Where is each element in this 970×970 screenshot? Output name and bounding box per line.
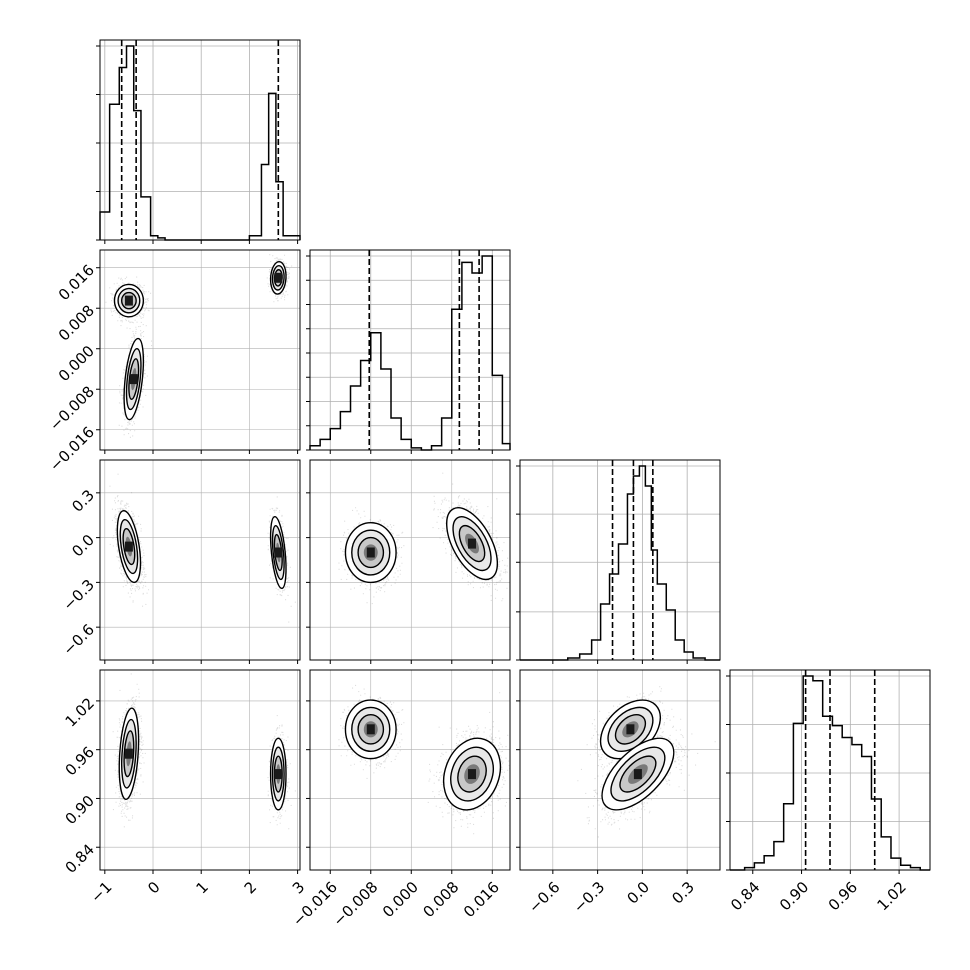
y-tick-label: −0.3 [60,576,98,614]
hist-step [520,465,720,661]
x-tick-label: 0.008 [419,878,462,921]
y-tick-label: −0.008 [46,383,98,435]
x-tick-label: 0.3 [668,878,698,908]
hist-step [309,255,511,451]
axes-frame [309,459,511,661]
density-peak [468,769,476,780]
scatter-points [112,673,296,830]
hist-panel-2 [516,459,721,664]
x-tick-label: 0.0 [624,878,654,908]
hist-panel-3 [726,669,931,874]
pair-panel-2-3 [516,669,721,874]
y-tick-label: 1.02 [62,694,98,730]
axes-frame [99,669,301,871]
x-tick-label: 0.84 [727,878,763,914]
axes-frame [519,459,721,661]
y-tick-label: 0.96 [62,743,98,779]
hist-panel-1 [306,249,511,454]
axes-frame [729,669,931,871]
y-tick-label: 0.90 [62,792,98,828]
density-peak [366,547,375,558]
x-tick-label: 1.02 [874,878,910,914]
axes-frame [99,39,301,241]
pair-content [338,684,510,835]
pair-content [109,473,296,623]
y-tick-label: 0.84 [62,841,98,877]
axes-frame [99,459,301,661]
pair-panel-0-1 [96,249,301,454]
x-tick-label: −0.3 [570,878,608,916]
y-tick-label: 0.016 [55,261,98,304]
pair-content [105,254,293,438]
axes-frame [309,249,511,451]
hist-grid [100,40,300,241]
pair-panel-0-3 [96,669,301,874]
pair-panel-0-2 [96,459,301,664]
density-peak [366,724,375,735]
pair-content [577,686,716,838]
y-tick-label: 0.0 [68,531,98,561]
hist-step [99,45,301,241]
y-tick-label: −0.6 [60,620,98,658]
density-peak [274,272,283,283]
density-peak [468,538,476,549]
pair-panel-1-3 [306,669,511,874]
x-tick-label: 0.90 [776,878,812,914]
axes-frame [519,669,721,871]
pair-grid [310,460,510,660]
x-tick-label: 0.96 [825,878,861,914]
density-peak [129,374,138,385]
x-tick-label: −0.6 [525,878,563,916]
density-peak [124,541,133,552]
hist-grid [520,460,720,661]
pair-panel-1-2 [306,459,511,664]
pair-content [338,472,509,605]
density-peak [633,769,642,780]
y-tick-label: 0.3 [68,486,98,516]
axes-frame [309,669,511,871]
x-tick-label: −0.008 [330,878,382,930]
x-tick-label: 1 [192,878,211,897]
density-peak [124,295,133,306]
density-peak [124,748,133,759]
hist-step [730,675,930,871]
x-tick-label: 0.000 [379,878,422,921]
pair-content [112,673,296,830]
density-peak [274,769,283,780]
y-tick-label: 0.000 [55,342,98,385]
x-tick-label: 0.016 [460,878,503,921]
pair-grid [520,670,720,870]
y-tick-label: 0.008 [55,302,98,345]
density-peak [274,547,283,558]
pair-grid [100,250,300,450]
x-tick-label: 3 [289,878,308,897]
hist-panel-0 [96,39,301,244]
x-tick-label: 2 [241,878,260,897]
density-peak [626,724,635,735]
x-tick-label: −1 [87,878,115,906]
x-tick-label: 0 [144,878,163,897]
axes-frame [99,249,301,451]
